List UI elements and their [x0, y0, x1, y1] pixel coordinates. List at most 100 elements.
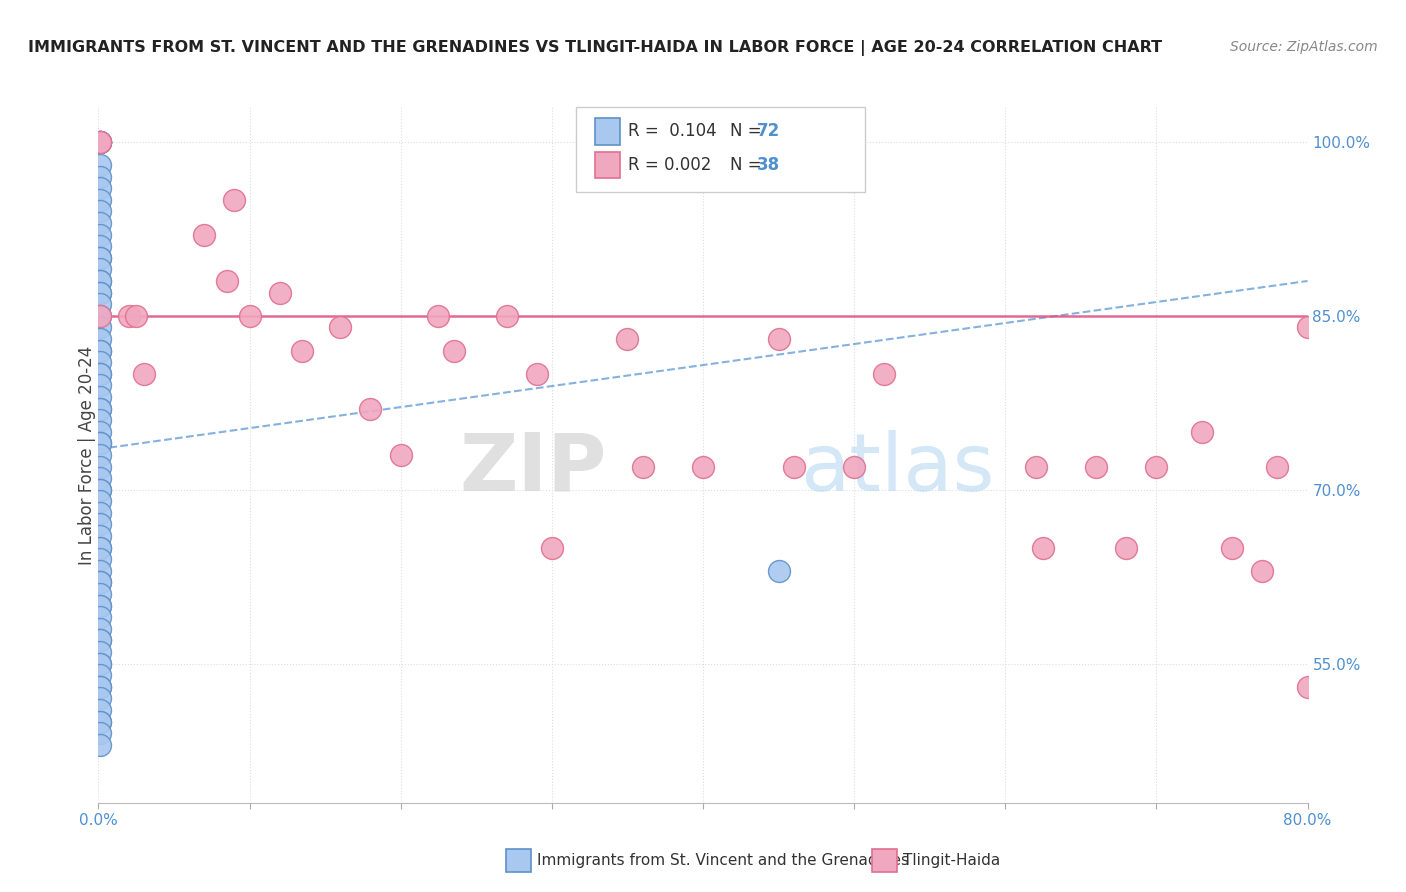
- Point: [193, 227, 215, 242]
- Point: [873, 367, 896, 381]
- Point: [89, 378, 111, 392]
- Point: [89, 529, 111, 543]
- Point: [89, 738, 111, 752]
- Point: [89, 343, 111, 358]
- Point: [89, 135, 111, 149]
- Point: [89, 367, 111, 381]
- Point: [89, 297, 111, 311]
- Point: [616, 332, 638, 346]
- Point: [89, 691, 111, 706]
- Point: [89, 483, 111, 497]
- Point: [118, 309, 141, 323]
- Text: R = 0.002: R = 0.002: [628, 156, 711, 174]
- Point: [427, 309, 450, 323]
- Point: [89, 506, 111, 520]
- Point: [269, 285, 291, 300]
- Point: [224, 193, 246, 207]
- Point: [540, 541, 562, 555]
- Point: [89, 343, 111, 358]
- Point: [89, 262, 111, 277]
- Point: [89, 251, 111, 265]
- Point: [89, 726, 111, 740]
- Point: [443, 343, 465, 358]
- Point: [89, 216, 111, 230]
- Point: [89, 309, 111, 323]
- Point: [89, 448, 111, 462]
- Point: [89, 680, 111, 694]
- Point: [89, 471, 111, 485]
- Point: [89, 610, 111, 624]
- Point: [89, 599, 111, 613]
- Point: [89, 274, 111, 288]
- Text: ZIP: ZIP: [458, 430, 606, 508]
- Point: [89, 587, 111, 601]
- Point: [526, 367, 548, 381]
- Point: [89, 517, 111, 532]
- Text: Tlingit-Haida: Tlingit-Haida: [903, 854, 1000, 868]
- Point: [125, 309, 148, 323]
- Point: [89, 401, 111, 416]
- Text: N =: N =: [730, 122, 766, 140]
- Point: [89, 332, 111, 346]
- Point: [89, 285, 111, 300]
- Point: [89, 436, 111, 450]
- Point: [1115, 541, 1137, 555]
- Point: [329, 320, 352, 334]
- Point: [132, 367, 155, 381]
- Point: [239, 309, 262, 323]
- Point: [1032, 541, 1054, 555]
- Point: [89, 193, 111, 207]
- Text: Immigrants from St. Vincent and the Grenadines: Immigrants from St. Vincent and the Gren…: [537, 854, 910, 868]
- Point: [89, 494, 111, 508]
- Point: [1267, 459, 1289, 474]
- Point: [89, 714, 111, 729]
- Point: [783, 459, 806, 474]
- Point: [1251, 564, 1274, 578]
- Point: [89, 367, 111, 381]
- Point: [89, 309, 111, 323]
- Point: [89, 355, 111, 369]
- Point: [1191, 425, 1213, 439]
- Point: [89, 575, 111, 590]
- Point: [1024, 459, 1046, 474]
- Point: [89, 714, 111, 729]
- Text: atlas: atlas: [800, 430, 994, 508]
- Point: [89, 401, 111, 416]
- Text: 72: 72: [756, 122, 780, 140]
- Point: [1296, 320, 1319, 334]
- Point: [89, 204, 111, 219]
- Point: [631, 459, 654, 474]
- Point: [89, 552, 111, 566]
- Point: [89, 541, 111, 555]
- Point: [389, 448, 412, 462]
- Point: [89, 599, 111, 613]
- Point: [89, 622, 111, 636]
- Point: [768, 564, 790, 578]
- Point: [89, 320, 111, 334]
- Text: R =  0.104: R = 0.104: [628, 122, 717, 140]
- Point: [1296, 680, 1319, 694]
- Point: [89, 227, 111, 242]
- Point: [89, 657, 111, 671]
- Point: [89, 575, 111, 590]
- Point: [89, 135, 111, 149]
- Point: [89, 633, 111, 648]
- Point: [89, 459, 111, 474]
- Point: [89, 633, 111, 648]
- Point: [89, 135, 111, 149]
- Point: [1220, 541, 1243, 555]
- Text: Source: ZipAtlas.com: Source: ZipAtlas.com: [1230, 40, 1378, 54]
- Point: [89, 645, 111, 659]
- Point: [89, 541, 111, 555]
- Point: [844, 459, 866, 474]
- Point: [89, 135, 111, 149]
- Point: [1085, 459, 1108, 474]
- Y-axis label: In Labor Force | Age 20-24: In Labor Force | Age 20-24: [79, 345, 96, 565]
- Point: [89, 135, 111, 149]
- Point: [89, 285, 111, 300]
- Point: [89, 239, 111, 253]
- Text: N =: N =: [730, 156, 766, 174]
- Point: [89, 657, 111, 671]
- Point: [89, 158, 111, 172]
- Point: [1144, 459, 1167, 474]
